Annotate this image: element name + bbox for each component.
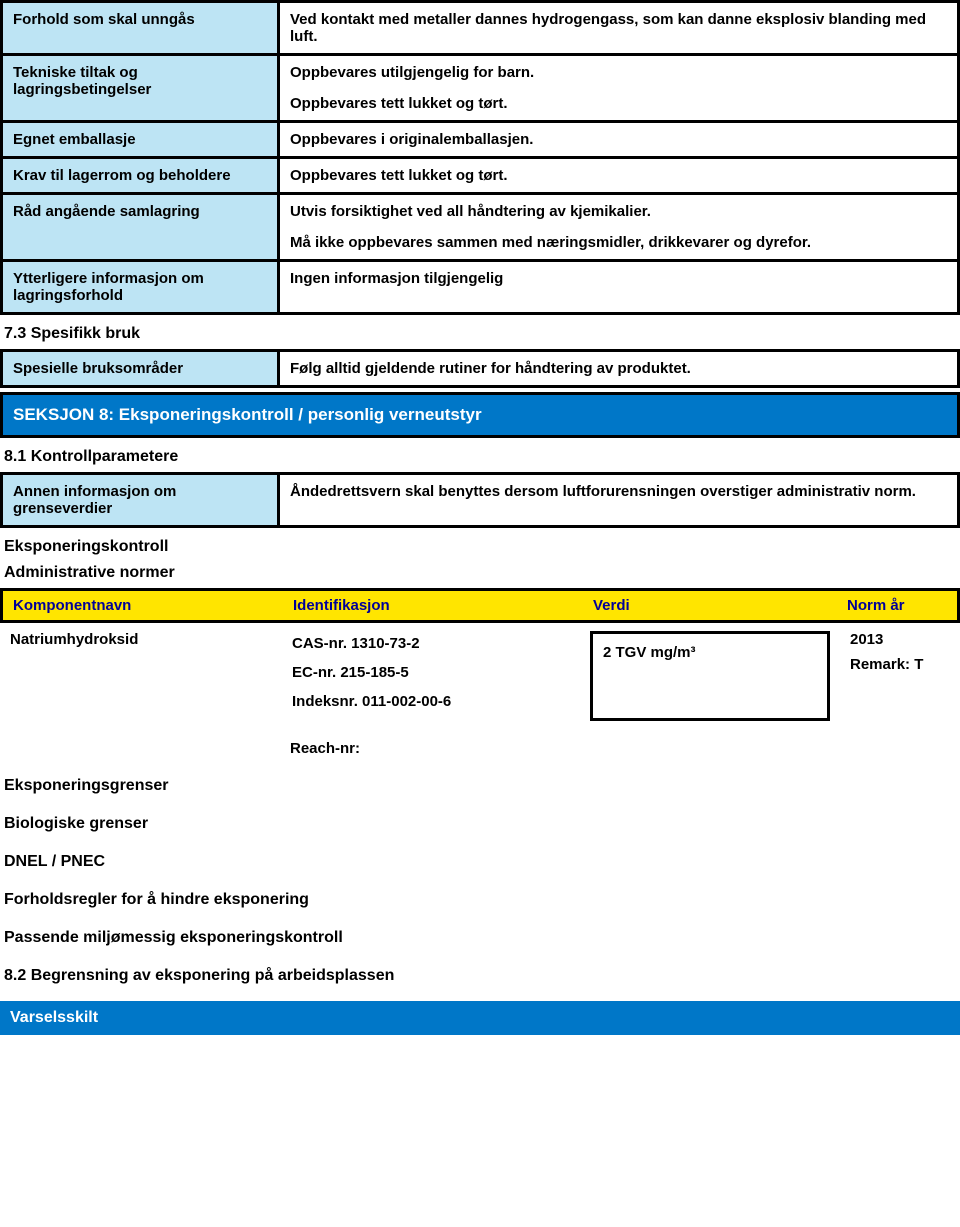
cell-year: 2013 Remark: T (850, 631, 950, 726)
heading-eksponeringskontroll: Eksponeringskontroll (0, 528, 960, 562)
value: Utvis forsiktighet ved all håndtering av… (280, 192, 960, 259)
value: Oppbevares utilgjengelig for barn. Oppbe… (280, 53, 960, 120)
th-komponentnavn: Komponentnavn (13, 597, 293, 614)
section-8-header: SEKSJON 8: Eksponeringskontroll / person… (0, 392, 960, 438)
label: Ytterligere informasjon om lagringsforho… (0, 259, 280, 315)
heading-miljo-eksp: Passende miljømessig eksponeringskontrol… (0, 923, 960, 953)
th-norm-ar: Norm år (847, 597, 947, 614)
table-header: Komponentnavn Identifikasjon Verdi Norm … (0, 588, 960, 623)
heading-8-1: 8.1 Kontrollparametere (0, 438, 960, 472)
table-row: Natriumhydroksid CAS-nr. 1310-73-2 EC-nr… (0, 623, 960, 734)
value: Følg alltid gjeldende rutiner for håndte… (280, 349, 960, 388)
row-bruksomrader: Spesielle bruksområder Følg alltid gjeld… (0, 349, 960, 388)
heading-bio-grenser: Biologiske grenser (0, 809, 960, 839)
label: Råd angående samlagring (0, 192, 280, 259)
value-line: Må ikke oppbevares sammen med næringsmid… (290, 234, 947, 251)
heading-7-3: 7.3 Spesifikk bruk (0, 315, 960, 349)
value: Ved kontakt med metaller dannes hydrogen… (280, 0, 960, 53)
th-identifikasjon: Identifikasjon (293, 597, 593, 614)
ec-nr: EC-nr. 215-185-5 (292, 664, 588, 681)
heading-dnel-pnec: DNEL / PNEC (0, 847, 960, 877)
value-line: Oppbevares utilgjengelig for barn. (290, 64, 947, 81)
cell-name: Natriumhydroksid (10, 631, 290, 726)
row-forhold: Forhold som skal unngås Ved kontakt med … (0, 0, 960, 53)
footer-varselsskilt: Varselsskilt (0, 1001, 960, 1035)
year: 2013 (850, 631, 950, 648)
heading-eksp-grenser: Eksponeringsgrenser (0, 771, 960, 801)
value-line: Utvis forsiktighet ved all håndtering av… (290, 203, 947, 220)
value-line: Oppbevares tett lukket og tørt. (290, 95, 947, 112)
remark: Remark: T (850, 656, 950, 673)
label: Egnet emballasje (0, 120, 280, 156)
row-emballasje: Egnet emballasje Oppbevares i originalem… (0, 120, 960, 156)
label: Tekniske tiltak og lagringsbetingelser (0, 53, 280, 120)
heading-forholdsregler: Forholdsregler for å hindre eksponering (0, 885, 960, 915)
cell-verdi: 2 TGV mg/m³ (590, 631, 850, 726)
indeks-nr: Indeksnr. 011-002-00-6 (292, 693, 588, 710)
label: Forhold som skal unngås (0, 0, 280, 53)
row-tekniske: Tekniske tiltak og lagringsbetingelser O… (0, 53, 960, 120)
verdi-box: 2 TGV mg/m³ (590, 631, 830, 721)
cell-ids: CAS-nr. 1310-73-2 EC-nr. 215-185-5 Indek… (290, 631, 590, 726)
row-lagerrom: Krav til lagerrom og beholdere Oppbevare… (0, 156, 960, 192)
reach-nr: Reach-nr: (0, 734, 960, 763)
value: Oppbevares tett lukket og tørt. (280, 156, 960, 192)
value: Ingen informasjon tilgjengelig (280, 259, 960, 315)
row-samlagring: Råd angående samlagring Utvis forsiktigh… (0, 192, 960, 259)
label: Krav til lagerrom og beholdere (0, 156, 280, 192)
row-ytterligere: Ytterligere informasjon om lagringsforho… (0, 259, 960, 315)
row-grenseverdier: Annen informasjon om grenseverdier Ånded… (0, 472, 960, 528)
label: Spesielle bruksområder (0, 349, 280, 388)
label: Annen informasjon om grenseverdier (0, 472, 280, 528)
cas-nr: CAS-nr. 1310-73-2 (292, 635, 588, 652)
heading-admin-normer: Administrative normer (0, 562, 960, 588)
heading-8-2: 8.2 Begrensning av eksponering på arbeid… (0, 961, 960, 991)
th-verdi: Verdi (593, 597, 847, 614)
value: Oppbevares i originalemballasjen. (280, 120, 960, 156)
value: Åndedrettsvern skal benyttes dersom luft… (280, 472, 960, 528)
